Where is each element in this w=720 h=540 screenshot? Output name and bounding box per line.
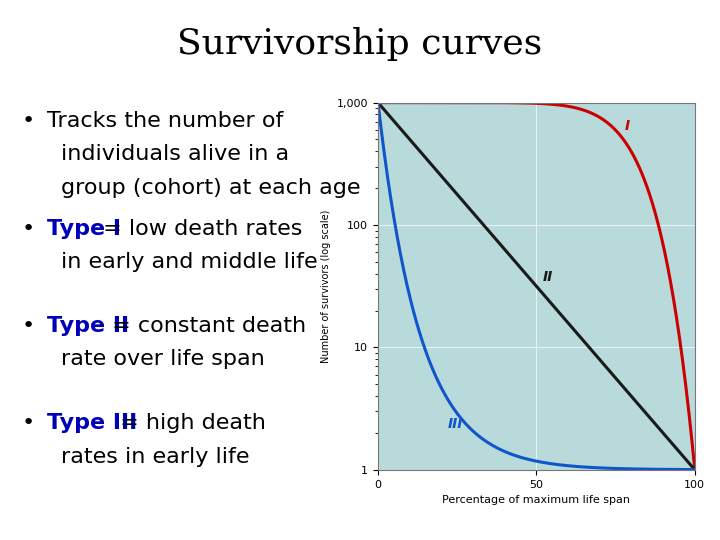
Text: = constant death: = constant death [105, 316, 306, 336]
Text: = low death rates: = low death rates [96, 219, 303, 239]
Text: Tracks the number of: Tracks the number of [47, 111, 283, 131]
Text: •: • [22, 111, 35, 131]
Text: = high death: = high death [113, 413, 266, 433]
Text: •: • [22, 413, 35, 433]
Text: group (cohort) at each age: group (cohort) at each age [61, 178, 361, 198]
Text: III: III [448, 417, 463, 431]
Text: Type I: Type I [47, 219, 121, 239]
X-axis label: Percentage of maximum life span: Percentage of maximum life span [442, 495, 631, 505]
Text: •: • [22, 316, 35, 336]
Text: Type II: Type II [47, 316, 129, 336]
Text: rates in early life: rates in early life [61, 447, 250, 467]
Y-axis label: Number of survivors (log scale): Number of survivors (log scale) [321, 210, 331, 363]
Text: individuals alive in a: individuals alive in a [61, 144, 289, 164]
Text: II: II [543, 270, 553, 284]
Text: I: I [625, 119, 630, 133]
Text: Type III: Type III [47, 413, 137, 433]
Text: rate over life span: rate over life span [61, 349, 265, 369]
Text: in early and middle life: in early and middle life [61, 252, 318, 272]
Text: •: • [22, 219, 35, 239]
Text: Survivorship curves: Survivorship curves [177, 27, 543, 61]
